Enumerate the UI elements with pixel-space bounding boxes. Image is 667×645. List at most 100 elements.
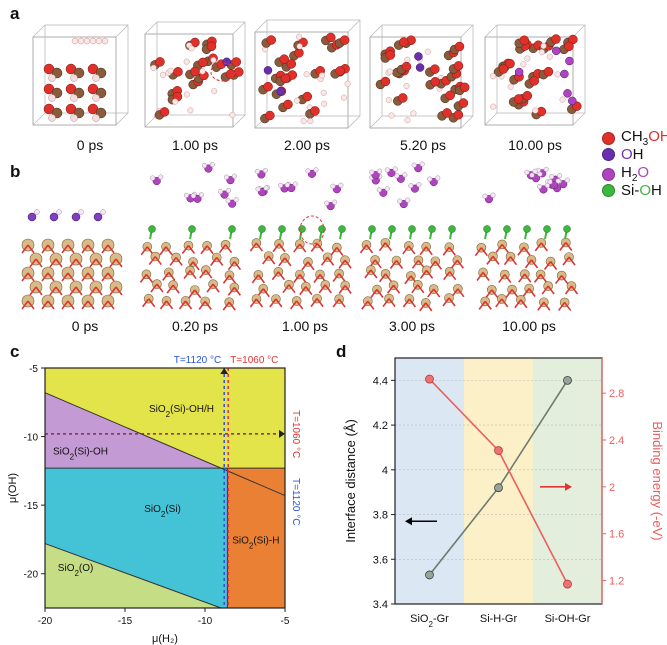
legend-h2o-text: H2O <box>621 164 649 184</box>
hydrogen-atom <box>508 84 514 90</box>
hydrogen-atom <box>93 75 100 82</box>
oh-icon <box>602 148 615 161</box>
oxygen-atom <box>520 36 529 45</box>
hydrogen-atom <box>556 179 561 184</box>
text-part: 3.4 <box>373 599 388 611</box>
y-tick-label: -10 <box>24 433 39 444</box>
hydrogen-atom <box>389 113 395 119</box>
si-oh-group <box>149 226 156 233</box>
oxygen-atom <box>265 111 274 120</box>
oxygen-atom <box>530 76 539 85</box>
text-part: SiO <box>149 404 166 415</box>
box-depth-edge <box>255 20 267 32</box>
phase-diagram-c: SiO2(Si)-OH/HSiO2(Si)-OHSiO2(Si)SiO2(Si)… <box>0 342 335 645</box>
text-part: -20 <box>38 616 53 627</box>
hydroxyl-atom <box>565 57 573 65</box>
hydrogen-atom <box>191 194 196 199</box>
sim-box-a-3 <box>370 25 473 128</box>
si-oh-group <box>544 226 551 233</box>
si-oh-group <box>449 226 456 233</box>
oxygen-atom <box>446 91 455 100</box>
text-part: (Si)-OH/H <box>170 404 214 415</box>
line-chart-d: 3.43.63.844.24.41.21.622.42.8SiO2-GrSi-H… <box>335 342 667 645</box>
legend-ch3oh-text: CH3OH <box>621 128 667 148</box>
box-depth-edge <box>116 113 128 125</box>
y-tick-label: -15 <box>24 501 39 512</box>
marker-side-label-red: T=1060 °C <box>290 410 301 458</box>
hydrogen-atom <box>425 49 431 55</box>
y-right-tick-label: 1.2 <box>609 576 624 588</box>
text-part: SiO <box>58 563 75 574</box>
hydrogen-atom <box>565 178 570 183</box>
hydrogen-atom <box>160 72 166 78</box>
box-depth-edge <box>145 22 157 34</box>
hydrogen-atom <box>530 173 535 178</box>
hydrogen-atom <box>226 198 231 203</box>
text-part: Binding energy (-eV) <box>650 421 665 540</box>
hydrogen-atom <box>319 73 325 79</box>
box-depth-edge <box>485 113 497 125</box>
hydrogen-atom <box>404 83 410 89</box>
box-depth-edge <box>348 20 360 32</box>
hydrogen-atom <box>417 182 422 187</box>
time-label-a-2: 2.00 ps <box>252 137 362 153</box>
hydrogen-atom <box>411 111 417 117</box>
oxygen-atom <box>454 61 463 70</box>
text-part: (O) <box>79 563 93 574</box>
hydrogen-atom <box>84 38 90 44</box>
y-left-tick-label: 4.2 <box>373 420 388 432</box>
oxygen-atom <box>340 36 349 45</box>
text-part: Interface distance (Å) <box>343 419 358 543</box>
text-part: T=1120 °C <box>290 478 301 525</box>
hydrogen-atom <box>405 198 410 203</box>
hydrogen-atom <box>331 184 336 189</box>
hydrogen-atom <box>435 176 440 181</box>
time-label-b-1: 0.20 ps <box>140 318 250 334</box>
text-part: 2.4 <box>609 435 624 447</box>
y-left-axis-label: Interface distance (Å) <box>343 419 358 543</box>
hydrogen-atom <box>377 169 382 174</box>
box-depth-edge <box>33 25 45 37</box>
oxygen-atom <box>190 67 199 76</box>
hydroxyl-atom <box>552 47 560 55</box>
hydrogen-atom <box>377 188 382 193</box>
text-part: -5 <box>281 616 290 627</box>
time-label-a-4: 10.00 ps <box>480 137 590 153</box>
sim-box-a-1 <box>145 22 245 127</box>
oxygen-atom <box>326 33 335 42</box>
text-part: T=1120 °C <box>174 355 221 366</box>
oxygen-atom <box>431 77 440 86</box>
hydrogen-atom <box>420 162 425 167</box>
hydrogen-atom <box>168 68 174 74</box>
oxygen-atom <box>232 57 241 66</box>
hydrogen-atom <box>490 73 496 79</box>
y-right-axis-label: Binding energy (-eV) <box>650 421 665 540</box>
box-depth-edge <box>33 113 45 125</box>
series-point-1-2 <box>564 580 572 588</box>
series-point-1-1 <box>495 447 503 455</box>
legend-ch3oh: CH3OH <box>602 128 667 148</box>
hydrogen-atom <box>403 173 408 178</box>
category-label-2: Si-OH-Gr <box>545 613 591 625</box>
si-oh-group <box>429 226 436 233</box>
box-depth-edge <box>461 25 473 37</box>
hydrogen-atom <box>525 56 531 62</box>
box-depth-edge <box>370 25 382 37</box>
hydrogen-atom <box>555 72 561 78</box>
category-label-1: Si-H-Gr <box>480 613 518 625</box>
y-tick-label: -20 <box>24 570 39 581</box>
oxygen-atom <box>310 106 319 115</box>
oxygen-atom <box>234 67 243 76</box>
time-label-b-0: 0 ps <box>30 318 140 334</box>
hydrogen-atom <box>57 210 62 215</box>
hydrogen-atom <box>386 97 392 103</box>
text-part: 3.8 <box>373 510 388 522</box>
hydrogen-atom <box>211 57 217 63</box>
category-band-2 <box>533 358 602 604</box>
hydrogen-atom <box>184 92 190 98</box>
oxygen-atom <box>283 100 292 109</box>
legend-h2o: H2O <box>602 164 649 184</box>
text-part: 3.6 <box>373 554 388 566</box>
hydrogen-atom <box>232 174 237 179</box>
y-left-tick-label: 4.4 <box>373 375 388 387</box>
